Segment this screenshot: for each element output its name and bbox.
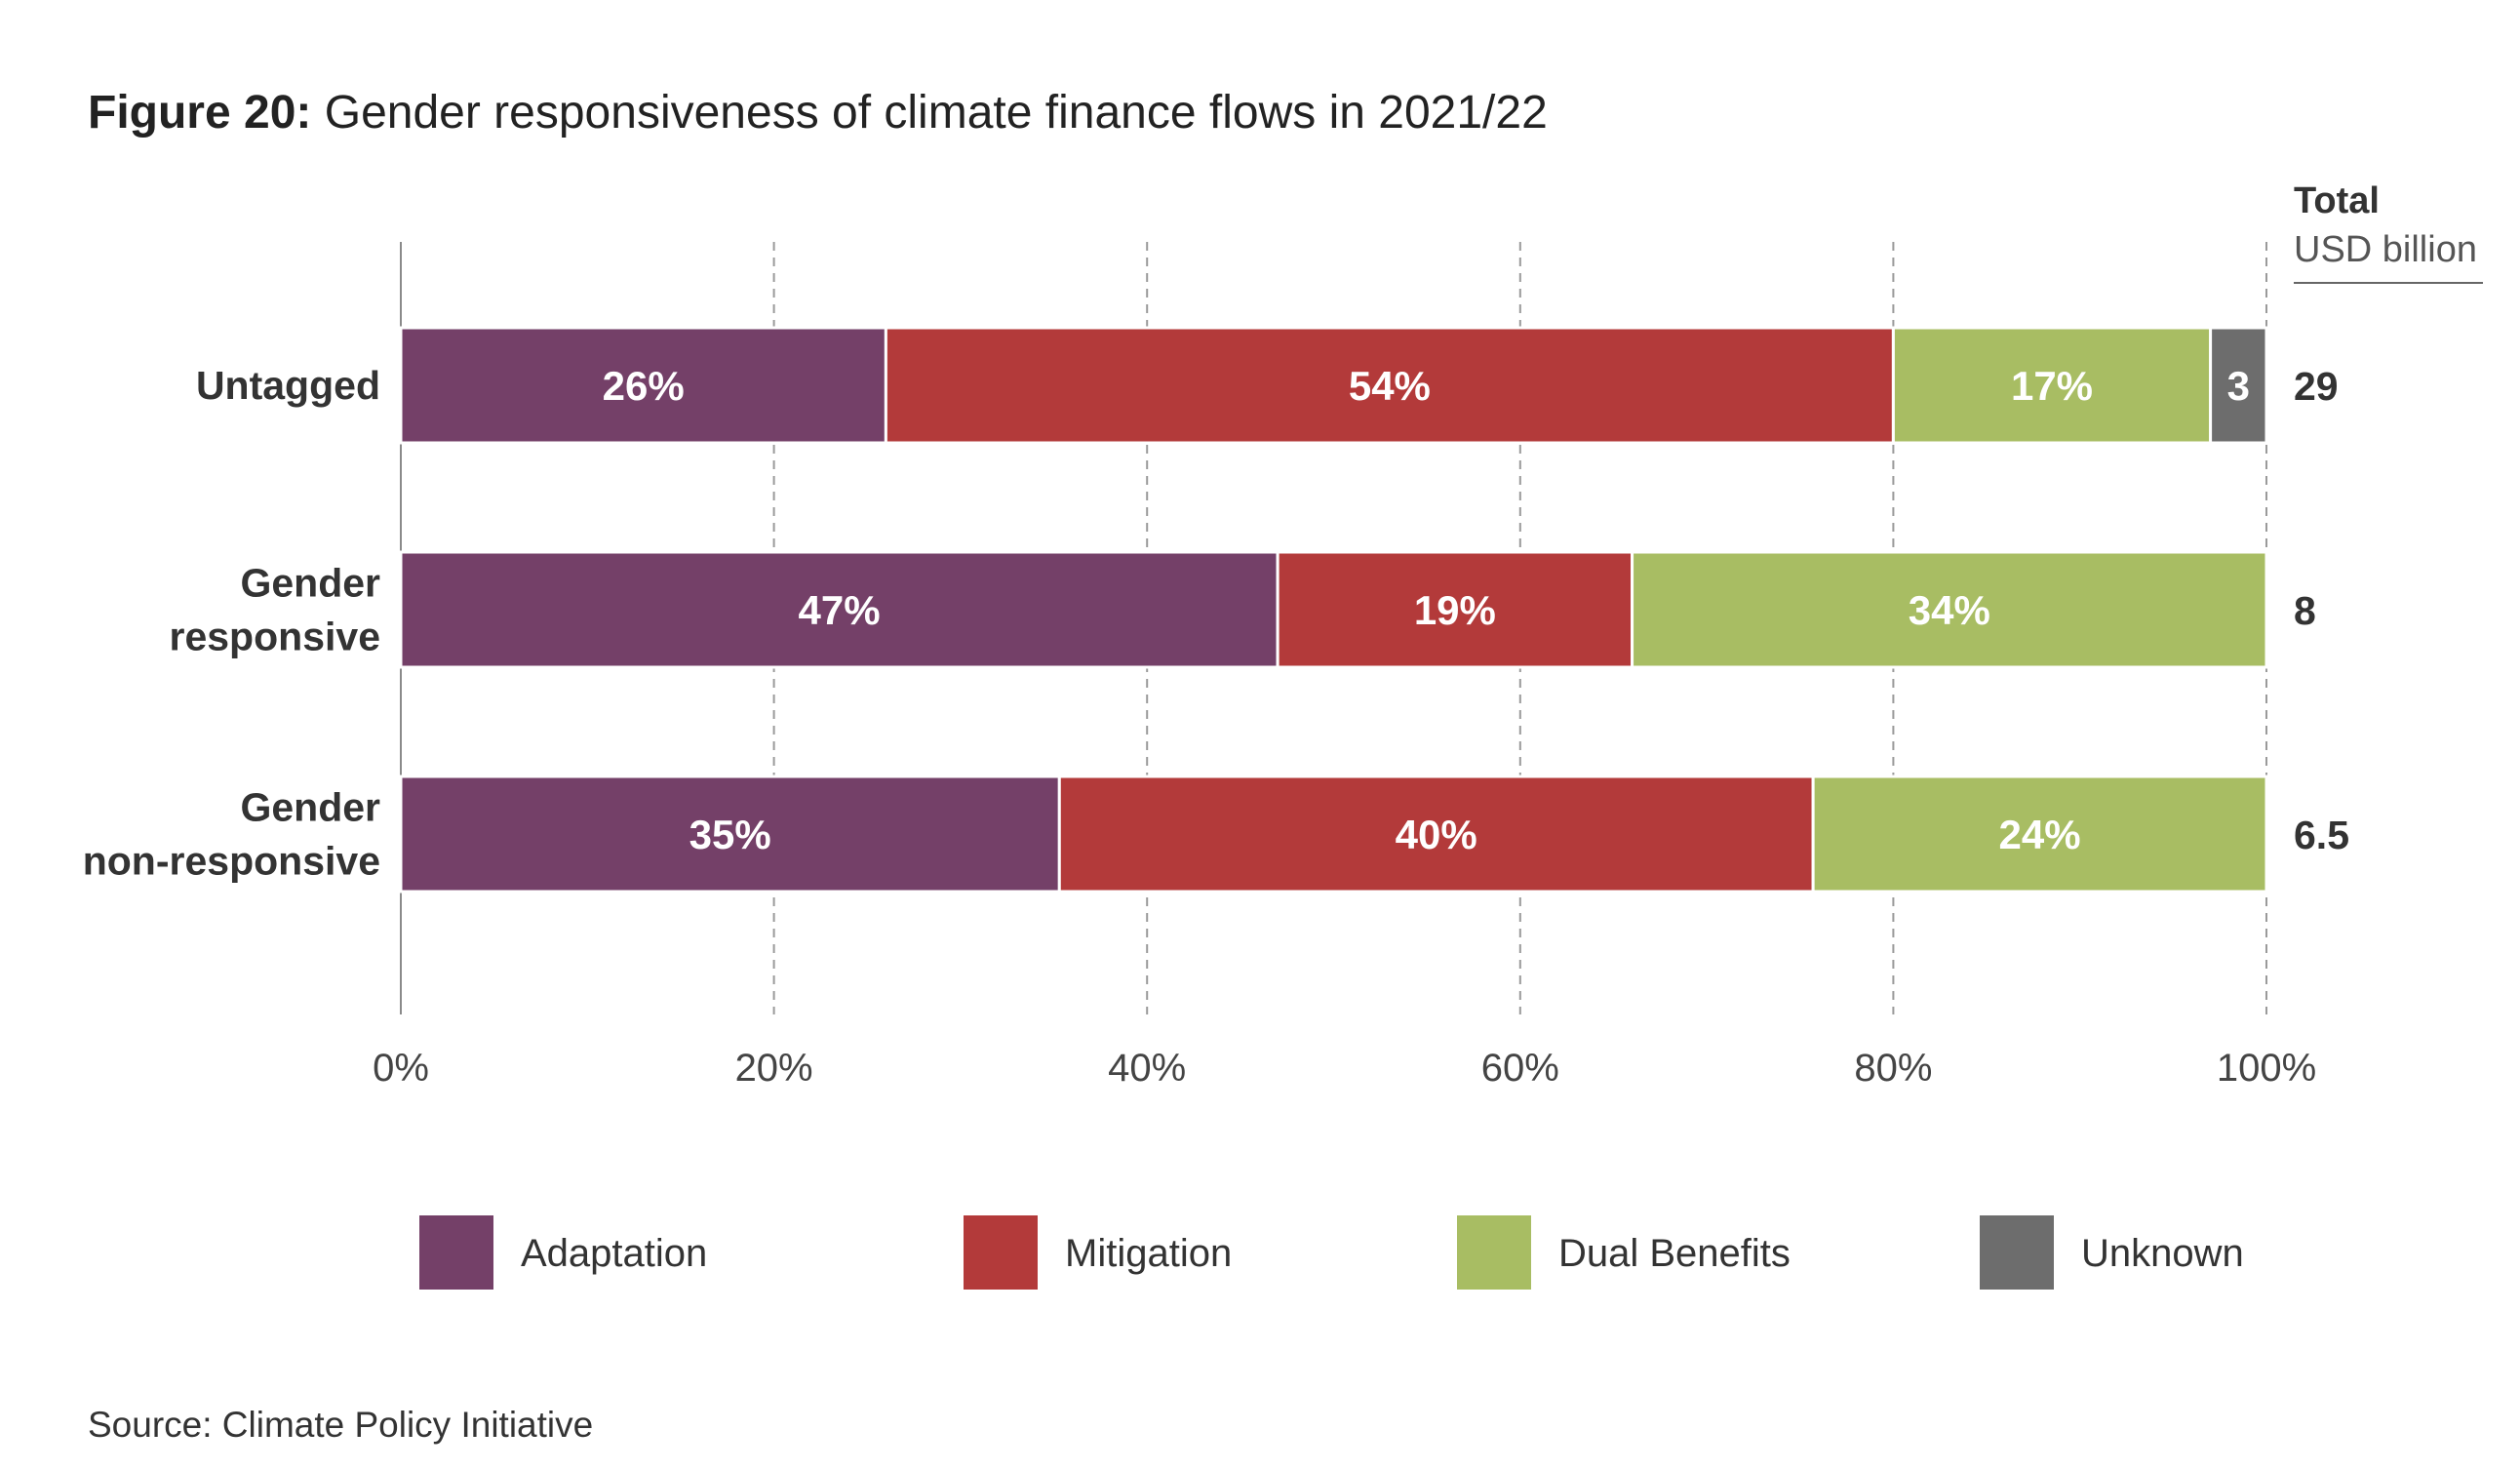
- bar-adaptation-1: [399, 550, 1280, 669]
- category-label-1-0: Gender: [240, 561, 380, 606]
- total-value-0: 29: [2294, 364, 2339, 409]
- x-tick-label-40: 40%: [1108, 1047, 1186, 1090]
- bar-mitigation-1: [1276, 550, 1634, 669]
- x-tick-label-60: 60%: [1481, 1047, 1559, 1090]
- bar-dual-benefits-0: [1891, 326, 2213, 445]
- figure-source: Source: Climate Policy Initiative: [88, 1405, 594, 1445]
- figure-title-text: Gender responsiveness of climate finance…: [324, 87, 1548, 139]
- figure-title: Figure 20: Gender responsiveness of clim…: [88, 86, 1548, 139]
- data-label-adaptation-1: 47%: [799, 587, 881, 633]
- bar-dual-benefits-2: [1811, 775, 2268, 894]
- bar-dual-benefits-1: [1631, 550, 2268, 669]
- legend-swatch-dual-benefits: [1457, 1215, 1531, 1290]
- total-value-1: 8: [2294, 588, 2316, 633]
- data-label-mitigation-1: 19%: [1414, 587, 1496, 633]
- legend-swatch-adaptation: [419, 1215, 493, 1290]
- data-label-adaptation-2: 35%: [689, 812, 771, 857]
- legend-label-adaptation: Adaptation: [521, 1232, 707, 1275]
- legend-swatch-mitigation: [964, 1215, 1038, 1290]
- totals-header-unit: USD billion: [2294, 229, 2477, 270]
- data-label-dual-benefits-2: 24%: [1999, 812, 2081, 857]
- data-label-dual-benefits-0: 17%: [2011, 363, 2093, 409]
- legend-label-dual-benefits: Dual Benefits: [1558, 1232, 1791, 1275]
- category-label-1-1: responsive: [170, 615, 381, 659]
- data-label-unknown-0: 3: [2227, 363, 2250, 409]
- category-label-2-0: Gender: [240, 785, 380, 830]
- bar-adaptation-2: [399, 775, 1061, 894]
- data-label-mitigation-0: 54%: [1349, 363, 1431, 409]
- x-tick-label-80: 80%: [1854, 1047, 1932, 1090]
- legend-swatch-unknown: [1980, 1215, 2054, 1290]
- bar-mitigation-2: [1057, 775, 1815, 894]
- category-label-2-1: non-responsive: [83, 839, 380, 884]
- category-label-0-0: Untagged: [196, 363, 380, 408]
- legend-label-mitigation: Mitigation: [1065, 1232, 1232, 1275]
- totals-header-title: Total: [2294, 180, 2380, 221]
- total-value-2: 6.5: [2294, 813, 2349, 857]
- data-label-mitigation-2: 40%: [1396, 812, 1477, 857]
- figure-label: Figure 20:: [88, 87, 312, 139]
- bar-unknown-0: [2209, 326, 2268, 445]
- data-label-adaptation-0: 26%: [603, 363, 685, 409]
- data-label-dual-benefits-1: 34%: [1909, 587, 1990, 633]
- x-tick-label-100: 100%: [2217, 1047, 2316, 1090]
- x-tick-label-20: 20%: [735, 1047, 813, 1090]
- x-tick-label-0: 0%: [373, 1047, 429, 1090]
- legend-label-unknown: Unknown: [2081, 1232, 2244, 1275]
